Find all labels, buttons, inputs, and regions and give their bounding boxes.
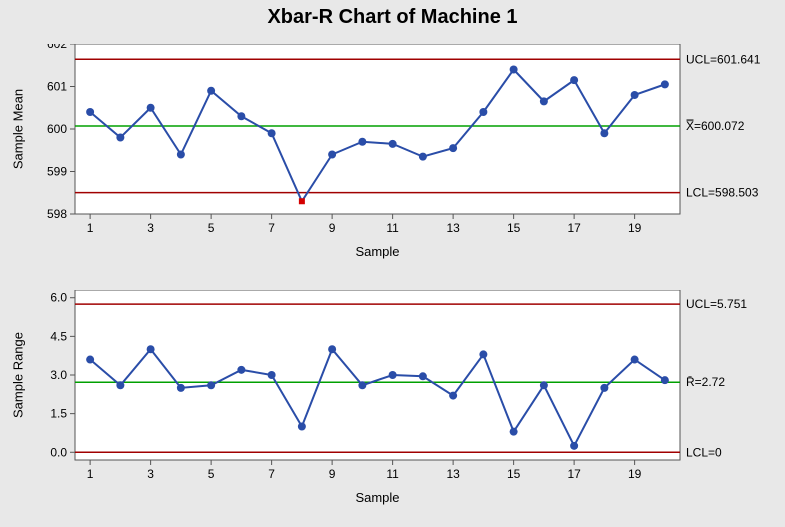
r-ylabel: Sample Range <box>11 332 26 418</box>
svg-text:11: 11 <box>386 467 399 481</box>
svg-text:5: 5 <box>208 221 215 235</box>
xbar-plot: 598599600601602135791113151719UCL=601.64… <box>0 44 785 242</box>
svg-text:1: 1 <box>87 221 94 235</box>
svg-text:15: 15 <box>507 467 521 481</box>
svg-text:600: 600 <box>47 122 67 136</box>
svg-text:LCL=598.503: LCL=598.503 <box>686 186 759 200</box>
svg-text:3.0: 3.0 <box>50 368 67 382</box>
svg-text:599: 599 <box>47 165 67 179</box>
svg-text:1: 1 <box>87 467 94 481</box>
svg-text:X̿=600.072: X̿=600.072 <box>686 118 745 133</box>
svg-text:7: 7 <box>268 467 275 481</box>
svg-text:5: 5 <box>208 467 215 481</box>
svg-text:602: 602 <box>47 44 67 51</box>
svg-text:3: 3 <box>147 467 154 481</box>
svg-text:601: 601 <box>47 80 67 94</box>
svg-text:7: 7 <box>268 221 275 235</box>
svg-text:UCL=5.751: UCL=5.751 <box>686 297 747 311</box>
svg-text:11: 11 <box>386 221 399 235</box>
svg-text:19: 19 <box>628 467 642 481</box>
svg-text:3: 3 <box>147 221 154 235</box>
svg-text:13: 13 <box>446 221 460 235</box>
svg-text:4.5: 4.5 <box>50 329 67 343</box>
svg-text:19: 19 <box>628 221 642 235</box>
svg-text:UCL=601.641: UCL=601.641 <box>686 52 761 66</box>
svg-text:13: 13 <box>446 467 460 481</box>
xbar-chart: Sample Mean 5985996006016021357911131517… <box>0 44 785 259</box>
svg-text:17: 17 <box>567 221 581 235</box>
svg-text:LCL=0: LCL=0 <box>686 445 722 459</box>
xbar-ylabel: Sample Mean <box>11 89 26 169</box>
chart-container: Xbar-R Chart of Machine 1 Sample Mean 59… <box>0 0 785 527</box>
chart-title: Xbar-R Chart of Machine 1 <box>0 0 785 33</box>
svg-text:17: 17 <box>567 467 581 481</box>
svg-text:1.5: 1.5 <box>50 407 67 421</box>
svg-text:9: 9 <box>329 467 336 481</box>
svg-text:598: 598 <box>47 207 67 221</box>
r-xlabel: Sample <box>75 490 680 505</box>
svg-text:6.0: 6.0 <box>50 291 67 305</box>
r-plot: 0.01.53.04.56.0135791113151719UCL=5.751R… <box>0 290 785 488</box>
r-chart: Sample Range 0.01.53.04.56.0135791113151… <box>0 290 785 505</box>
svg-text:R̄=2.72: R̄=2.72 <box>686 375 725 389</box>
svg-text:9: 9 <box>329 221 336 235</box>
svg-text:0.0: 0.0 <box>50 445 67 459</box>
svg-text:15: 15 <box>507 221 521 235</box>
xbar-xlabel: Sample <box>75 244 680 259</box>
